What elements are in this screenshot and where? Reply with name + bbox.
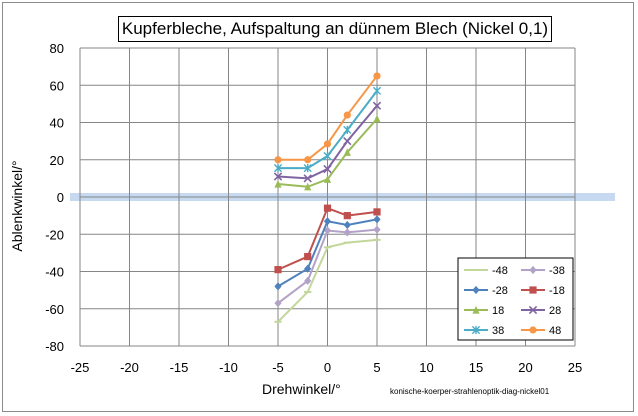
x-tick-label: 10 bbox=[419, 360, 433, 375]
data-point bbox=[274, 266, 282, 274]
x-tick-label: 5 bbox=[373, 360, 380, 375]
x-tick-label: -10 bbox=[219, 360, 238, 375]
data-point bbox=[373, 215, 381, 224]
x-tick-label: 15 bbox=[469, 360, 483, 375]
data-point bbox=[323, 164, 332, 174]
series--38 bbox=[274, 225, 381, 308]
legend-label: 48 bbox=[549, 325, 561, 337]
data-point bbox=[304, 156, 312, 164]
series--18 bbox=[274, 204, 381, 274]
legend-item-18: 18 bbox=[464, 305, 504, 317]
legend-label: 38 bbox=[492, 325, 504, 337]
data-point bbox=[323, 151, 332, 161]
legend-marker bbox=[529, 286, 537, 294]
legend-marker bbox=[528, 305, 538, 315]
series--48 bbox=[274, 238, 381, 323]
data-point bbox=[273, 164, 283, 173]
y-tick-label: -20 bbox=[45, 227, 64, 242]
data-point bbox=[343, 148, 351, 156]
legend-item-28: 28 bbox=[521, 305, 561, 317]
legend-item-38: 38 bbox=[464, 325, 504, 337]
data-point bbox=[304, 276, 312, 285]
data-point bbox=[323, 226, 332, 235]
x-tick-label: -5 bbox=[272, 360, 284, 375]
data-point bbox=[343, 136, 352, 146]
data-point bbox=[343, 212, 351, 220]
data-point bbox=[274, 156, 282, 164]
y-tick-label: 20 bbox=[50, 153, 64, 168]
data-point bbox=[303, 164, 312, 173]
data-point bbox=[373, 114, 381, 123]
x-tick-label: -25 bbox=[71, 360, 90, 375]
legend-item--48: -48 bbox=[464, 265, 508, 277]
legend: -48 -38 -28 -18 18 28 38 48 bbox=[457, 257, 574, 341]
x-tick-label: -15 bbox=[170, 360, 189, 375]
legend-item--38: -38 bbox=[521, 265, 565, 277]
data-point bbox=[343, 111, 351, 119]
legend-label: -38 bbox=[549, 265, 565, 277]
x-tick-label: 25 bbox=[568, 360, 582, 375]
legend-marker bbox=[472, 285, 480, 295]
legend-label: -28 bbox=[492, 285, 508, 297]
legend-marker bbox=[472, 305, 480, 314]
y-tick-label: -60 bbox=[45, 302, 64, 317]
data-point bbox=[303, 174, 312, 183]
data-point bbox=[372, 86, 382, 95]
data-point bbox=[373, 208, 381, 216]
image-credit: konische-koerper-strahlenoptik-diag-nick… bbox=[390, 387, 550, 396]
y-tick-label: -80 bbox=[45, 339, 64, 354]
series--28 bbox=[274, 215, 381, 291]
data-point bbox=[323, 204, 332, 212]
data-point bbox=[343, 220, 351, 230]
data-point bbox=[304, 264, 312, 273]
legend-marker bbox=[471, 325, 481, 335]
legend-item-48: 48 bbox=[521, 325, 561, 337]
chart-frame bbox=[2, 2, 634, 412]
series-48 bbox=[274, 72, 381, 164]
chart-title: Kupferbleche, Aufspaltung an dünnem Blec… bbox=[118, 16, 552, 42]
data-point bbox=[372, 101, 382, 110]
legend-label: -48 bbox=[492, 265, 508, 277]
y-tick-label: -40 bbox=[45, 265, 64, 280]
series-18 bbox=[274, 114, 381, 191]
x-axis-label: Drehwinkel/° bbox=[262, 381, 341, 397]
legend-marker bbox=[529, 326, 537, 334]
y-tick-label: 40 bbox=[50, 116, 64, 131]
data-point bbox=[373, 225, 381, 234]
legend-marker bbox=[529, 265, 537, 275]
data-point bbox=[273, 172, 283, 181]
data-point bbox=[274, 179, 282, 188]
data-point bbox=[323, 140, 332, 148]
x-tick-label: -20 bbox=[120, 360, 139, 375]
data-point bbox=[274, 282, 282, 291]
legend-item--18: -18 bbox=[521, 285, 565, 297]
data-point bbox=[304, 182, 312, 191]
legend-box bbox=[457, 257, 574, 341]
y-axis-label: Ablenkwinkel/° bbox=[9, 160, 25, 252]
legend-label: 18 bbox=[492, 305, 504, 317]
data-point bbox=[323, 217, 332, 226]
y-tick-label: 60 bbox=[50, 78, 64, 93]
x-tick-label: 20 bbox=[518, 360, 532, 375]
legend-item--28: -28 bbox=[464, 285, 508, 297]
series-28 bbox=[273, 101, 382, 183]
data-point bbox=[274, 299, 282, 308]
y-tick-label: 80 bbox=[50, 41, 64, 56]
data-point bbox=[373, 72, 381, 80]
y-tick-label: 0 bbox=[57, 190, 64, 205]
legend-label: 28 bbox=[549, 305, 561, 317]
data-point bbox=[343, 125, 352, 135]
series-38 bbox=[273, 86, 382, 173]
legend-label: -18 bbox=[549, 285, 565, 297]
data-point bbox=[304, 253, 312, 261]
x-tick-label: 0 bbox=[324, 360, 331, 375]
data-point bbox=[343, 228, 351, 237]
data-point bbox=[323, 175, 332, 183]
